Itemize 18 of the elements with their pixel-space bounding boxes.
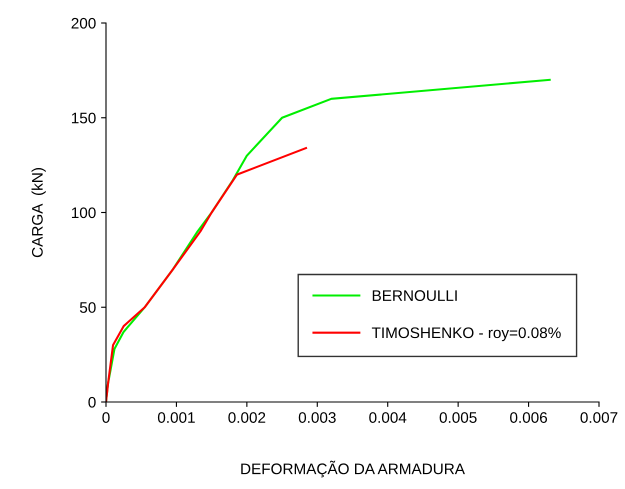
y-tick-label: 50 bbox=[80, 302, 96, 313]
y-tick-label: 200 bbox=[72, 18, 96, 29]
x-axis-title: DEFORMAÇÃO DA ARMADURA bbox=[241, 460, 465, 478]
x-tick-label: 0.006 bbox=[510, 412, 548, 423]
legend-label: TIMOSHENKO - roy=0.08% bbox=[372, 327, 561, 342]
legend-label: BERNOULLI bbox=[372, 290, 457, 302]
x-tick-label: 0.004 bbox=[369, 412, 406, 423]
x-tick-label: 0.003 bbox=[298, 412, 336, 423]
x-tick-label: 0.001 bbox=[158, 412, 195, 423]
x-tick-label: 0.002 bbox=[228, 412, 266, 423]
y-axis-title: CARGA (kN) bbox=[32, 168, 46, 258]
x-tick-label: 0.005 bbox=[440, 412, 477, 423]
line-series bbox=[106, 147, 308, 402]
y-tick-label: 100 bbox=[72, 207, 96, 218]
x-tick-label: 0 bbox=[102, 412, 110, 423]
x-tick-label: 0.007 bbox=[580, 412, 618, 423]
y-tick-label: 150 bbox=[72, 112, 96, 124]
y-tick-label: 0 bbox=[88, 396, 96, 408]
